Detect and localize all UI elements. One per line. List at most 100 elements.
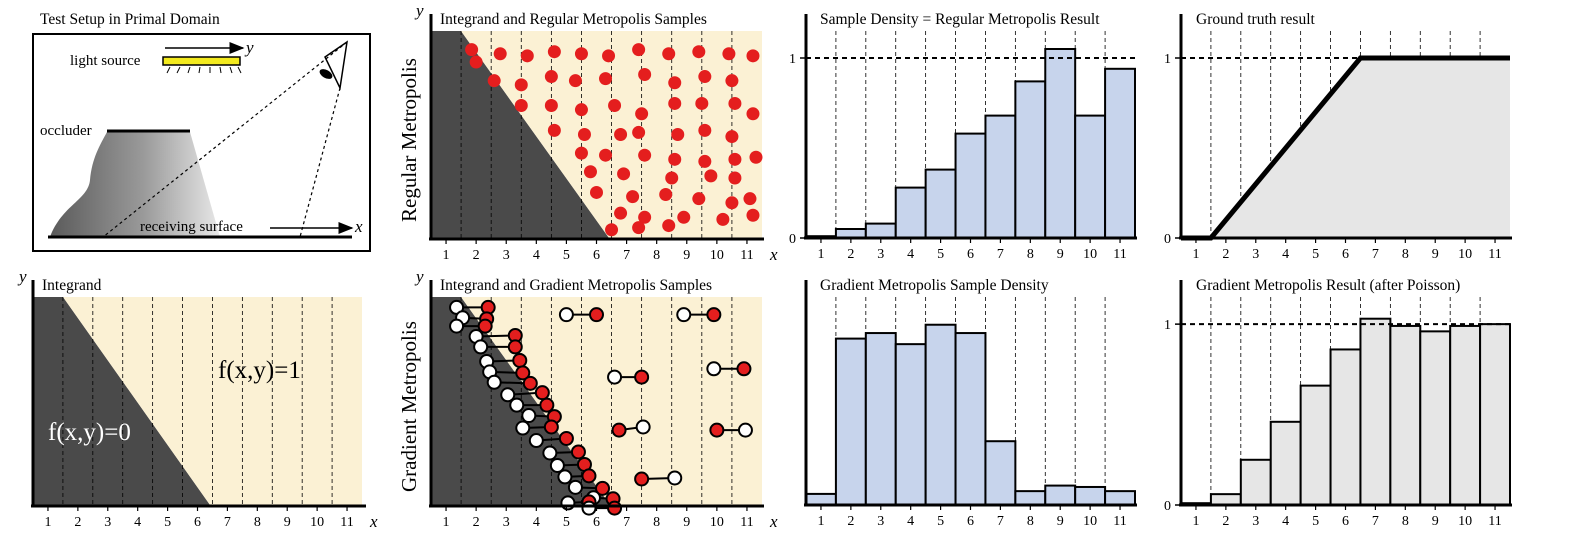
view-ray-right — [299, 87, 341, 238]
gradient-tick-label: 10 — [710, 515, 724, 530]
chart3-title: Gradient Metropolis Result (after Poisso… — [1196, 277, 1460, 294]
regular-sample-dot — [469, 55, 483, 69]
regular-samples — [465, 43, 763, 237]
regular-sample-dot — [487, 74, 501, 88]
chart3-tick-label: 2 — [1222, 514, 1229, 529]
gradient-sample-pair — [607, 369, 650, 385]
gradient-sample-red — [595, 480, 611, 496]
gradient-sample-pair — [521, 408, 562, 425]
gradient-tick-label: 6 — [593, 515, 600, 530]
setup-title: Test Setup in Primal Domain — [40, 11, 220, 28]
gradient-sample-red — [581, 468, 597, 484]
chart2-tick-label: 6 — [967, 514, 974, 529]
gradient-sample-pair — [709, 422, 753, 438]
chart1-area — [1181, 58, 1510, 238]
chart1-tick-label: 8 — [1402, 247, 1409, 262]
chart3-bar — [1449, 324, 1482, 506]
chart2-tick-label: 5 — [937, 514, 944, 529]
regular-sample-dot — [698, 123, 712, 137]
regular-sample-dot — [638, 67, 652, 81]
integrand-x-label: x — [369, 512, 378, 531]
light-source-bar — [162, 56, 241, 66]
chart1-y-tick-label: 0 — [1164, 232, 1171, 247]
gradient-sample-pair — [449, 299, 496, 315]
chart2-bar — [954, 332, 987, 507]
regular-sample-dot — [514, 78, 528, 92]
gradient-sample-white — [549, 457, 565, 473]
gradient-sample-pair — [557, 468, 597, 485]
regular-sample-dot — [704, 169, 718, 183]
regular-sample-dot — [638, 148, 652, 162]
integrand-f1-label: f(x,y)=1 — [218, 357, 301, 384]
integrand-tick-label: 3 — [104, 515, 111, 530]
regular-sample-dot — [668, 96, 682, 110]
regular-sample-dot — [728, 152, 742, 166]
gradient-x-ticks: 1 2 3 4 5 6 7 8 9 10 11 — [443, 506, 754, 530]
regular-sample-dot — [590, 185, 603, 199]
gradient-sample-red — [706, 307, 722, 323]
gradient-sample-red — [539, 397, 555, 413]
regular-sample-dot — [677, 210, 691, 224]
chart2-bar — [894, 343, 927, 506]
regular-sample-dot — [574, 103, 588, 117]
regular-sample-dot — [608, 99, 622, 113]
gradient-sample-white — [706, 361, 722, 377]
gradient-sample-white — [607, 369, 623, 385]
gradient-sample-red — [709, 422, 725, 438]
regular-tick-label: 2 — [473, 248, 480, 263]
regular-sample-dot — [668, 152, 682, 166]
gradient-sample-pair — [449, 318, 493, 334]
gradient-sample-pair — [528, 430, 574, 449]
chart2-title: Gradient Metropolis Sample Density — [820, 277, 1049, 294]
gradient-sample-red — [515, 365, 531, 381]
chart1-y-tick-label: 1 — [1164, 52, 1171, 67]
gradient-title: Integrand and Gradient Metropolis Sample… — [440, 277, 712, 294]
chart0-tick-label: 3 — [877, 247, 884, 262]
gradient-tick-label: 9 — [683, 515, 690, 530]
integrand-title: Integrand — [42, 277, 102, 294]
gradient-sample-red — [611, 422, 627, 438]
regular-sample-dot — [725, 130, 739, 144]
integrand-panel: 1 2 3 4 5 6 7 8 9 10 11 y x Integrand f(x,y)=1 f(x… — [17, 267, 378, 531]
integrand-tick-label: 1 — [44, 515, 51, 530]
eye-icon — [324, 40, 349, 91]
eye-pupil — [319, 69, 333, 79]
regular-tick-label: 4 — [533, 248, 540, 263]
regular-sample-dot — [698, 70, 712, 84]
chart2-tick-label: 11 — [1113, 514, 1126, 529]
regular-tick-label: 10 — [710, 248, 724, 263]
chart3-bar — [1359, 317, 1392, 506]
chart2-bar — [1104, 490, 1137, 506]
occluder-shape — [50, 132, 220, 237]
gradient-panel: 1 2 3 4 5 6 7 8 9 10 11 y x Integrand and Gradient… — [397, 267, 778, 531]
chart0-tick-label: 11 — [1113, 247, 1126, 262]
gradient-sample-white — [581, 500, 597, 516]
chart2-tick-label: 9 — [1057, 514, 1064, 529]
regular-tick-label: 9 — [683, 248, 690, 263]
integrand-tick-label: 6 — [194, 515, 201, 530]
light-source-label: light source — [70, 53, 141, 69]
chart2-tick-label: 1 — [817, 514, 824, 529]
regular-tick-label: 1 — [443, 248, 450, 263]
regular-sample-dot — [692, 192, 706, 206]
gradient-sample-white — [473, 339, 489, 355]
gradient-sample-pair — [676, 307, 722, 323]
chart0-bar — [1074, 114, 1107, 239]
regular-sample-dot — [465, 43, 479, 57]
regular-x-ticks: 1 2 3 4 5 6 7 8 9 10 11 — [443, 239, 754, 263]
chart1-tick-label: 6 — [1342, 247, 1349, 262]
regular-sample-dot — [668, 76, 682, 90]
chart0-tick-label: 2 — [847, 247, 854, 262]
regular-tick-label: 3 — [503, 248, 510, 263]
regular-sample-dot — [671, 128, 685, 141]
regular-sample-dot — [743, 192, 757, 206]
regular-sample-dot — [728, 96, 742, 110]
chart0-bar — [1014, 80, 1047, 240]
regular-tick-label: 8 — [653, 248, 660, 263]
gradient-sample-pair — [558, 307, 604, 323]
gradient-y-label: y — [414, 267, 424, 286]
chart2-bar — [834, 337, 867, 506]
integrand-tick-label: 5 — [164, 515, 171, 530]
regular-sample-dot — [568, 74, 582, 88]
